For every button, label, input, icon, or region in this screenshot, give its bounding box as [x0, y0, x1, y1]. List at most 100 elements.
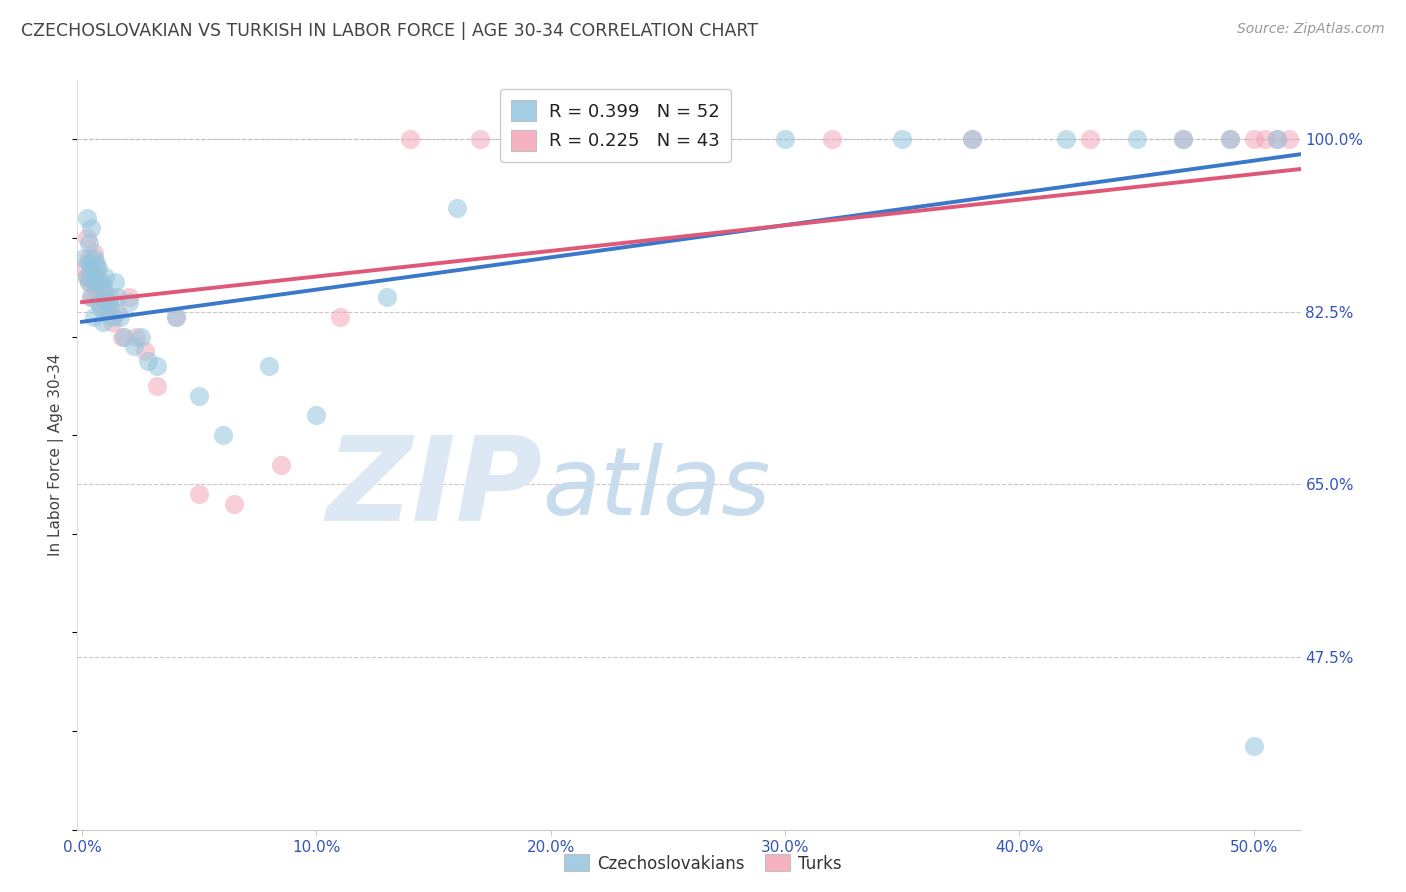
Point — [681, 132, 703, 146]
Point — [1125, 132, 1147, 146]
Point — [76, 270, 98, 285]
Point — [76, 270, 98, 285]
Point — [97, 295, 120, 310]
Point — [891, 132, 914, 146]
Point — [1173, 132, 1195, 146]
Point — [87, 270, 110, 285]
Point — [134, 344, 156, 359]
Point — [83, 276, 105, 290]
Point — [111, 329, 134, 343]
Point — [562, 132, 585, 146]
Point — [98, 290, 121, 304]
Point — [165, 310, 187, 324]
Point — [77, 255, 100, 269]
Point — [1265, 132, 1288, 146]
Point — [1173, 132, 1195, 146]
Point — [76, 211, 98, 226]
Point — [540, 132, 562, 146]
Point — [657, 132, 679, 146]
Point — [73, 251, 96, 265]
Text: ZIP: ZIP — [326, 431, 543, 546]
Point — [91, 280, 114, 294]
Point — [83, 245, 105, 260]
Point — [962, 132, 984, 146]
Point — [259, 359, 281, 374]
Point — [211, 428, 233, 442]
Point — [77, 235, 100, 250]
Text: CZECHOSLOVAKIAN VS TURKISH IN LABOR FORCE | AGE 30-34 CORRELATION CHART: CZECHOSLOVAKIAN VS TURKISH IN LABOR FORC… — [21, 22, 758, 40]
Point — [146, 359, 169, 374]
Point — [329, 310, 352, 324]
Legend: R = 0.399   N = 52, R = 0.225   N = 43: R = 0.399 N = 52, R = 0.225 N = 43 — [501, 89, 731, 161]
Point — [77, 276, 100, 290]
Point — [108, 310, 131, 324]
Point — [122, 339, 145, 353]
Point — [84, 255, 107, 269]
Y-axis label: In Labor Force | Age 30-34: In Labor Force | Age 30-34 — [48, 353, 65, 557]
Point — [90, 280, 112, 294]
Point — [104, 276, 127, 290]
Point — [1243, 739, 1265, 753]
Point — [83, 251, 105, 265]
Point — [1219, 132, 1241, 146]
Point — [73, 260, 96, 275]
Point — [84, 290, 107, 304]
Point — [1278, 132, 1301, 146]
Point — [1054, 132, 1077, 146]
Point — [1243, 132, 1265, 146]
Point — [84, 260, 107, 275]
Point — [97, 295, 120, 310]
Point — [270, 458, 292, 472]
Point — [188, 389, 211, 403]
Point — [77, 276, 100, 290]
Point — [90, 276, 112, 290]
Point — [77, 251, 100, 265]
Point — [129, 329, 152, 343]
Point — [136, 354, 159, 368]
Point — [1254, 132, 1277, 146]
Point — [118, 290, 141, 304]
Point — [375, 290, 398, 304]
Point — [80, 260, 103, 275]
Point — [87, 260, 110, 275]
Text: Source: ZipAtlas.com: Source: ZipAtlas.com — [1237, 22, 1385, 37]
Point — [76, 231, 98, 245]
Point — [773, 132, 796, 146]
Point — [1219, 132, 1241, 146]
Point — [470, 132, 492, 146]
Point — [101, 315, 124, 329]
Point — [90, 300, 112, 314]
Point — [224, 497, 246, 511]
Point — [821, 132, 844, 146]
Point — [101, 310, 124, 324]
Point — [105, 305, 128, 319]
Point — [80, 266, 103, 280]
Point — [87, 295, 110, 310]
Point — [1078, 132, 1101, 146]
Point — [118, 295, 141, 310]
Point — [91, 285, 114, 300]
Point — [94, 290, 117, 304]
Point — [94, 300, 117, 314]
Point — [80, 290, 103, 304]
Point — [962, 132, 984, 146]
Point — [1265, 132, 1288, 146]
Point — [94, 270, 117, 285]
Point — [98, 300, 121, 314]
Point — [90, 300, 112, 314]
Point — [305, 409, 328, 423]
Point — [84, 276, 107, 290]
Point — [80, 290, 103, 304]
Point — [165, 310, 187, 324]
Point — [112, 329, 135, 343]
Point — [146, 379, 169, 393]
Point — [188, 487, 211, 501]
Point — [399, 132, 422, 146]
Point — [80, 221, 103, 235]
Point — [125, 329, 148, 343]
Legend: Czechoslovakians, Turks: Czechoslovakians, Turks — [557, 847, 849, 880]
Text: atlas: atlas — [543, 443, 770, 534]
Point — [83, 310, 105, 324]
Point — [446, 202, 468, 216]
Point — [83, 270, 105, 285]
